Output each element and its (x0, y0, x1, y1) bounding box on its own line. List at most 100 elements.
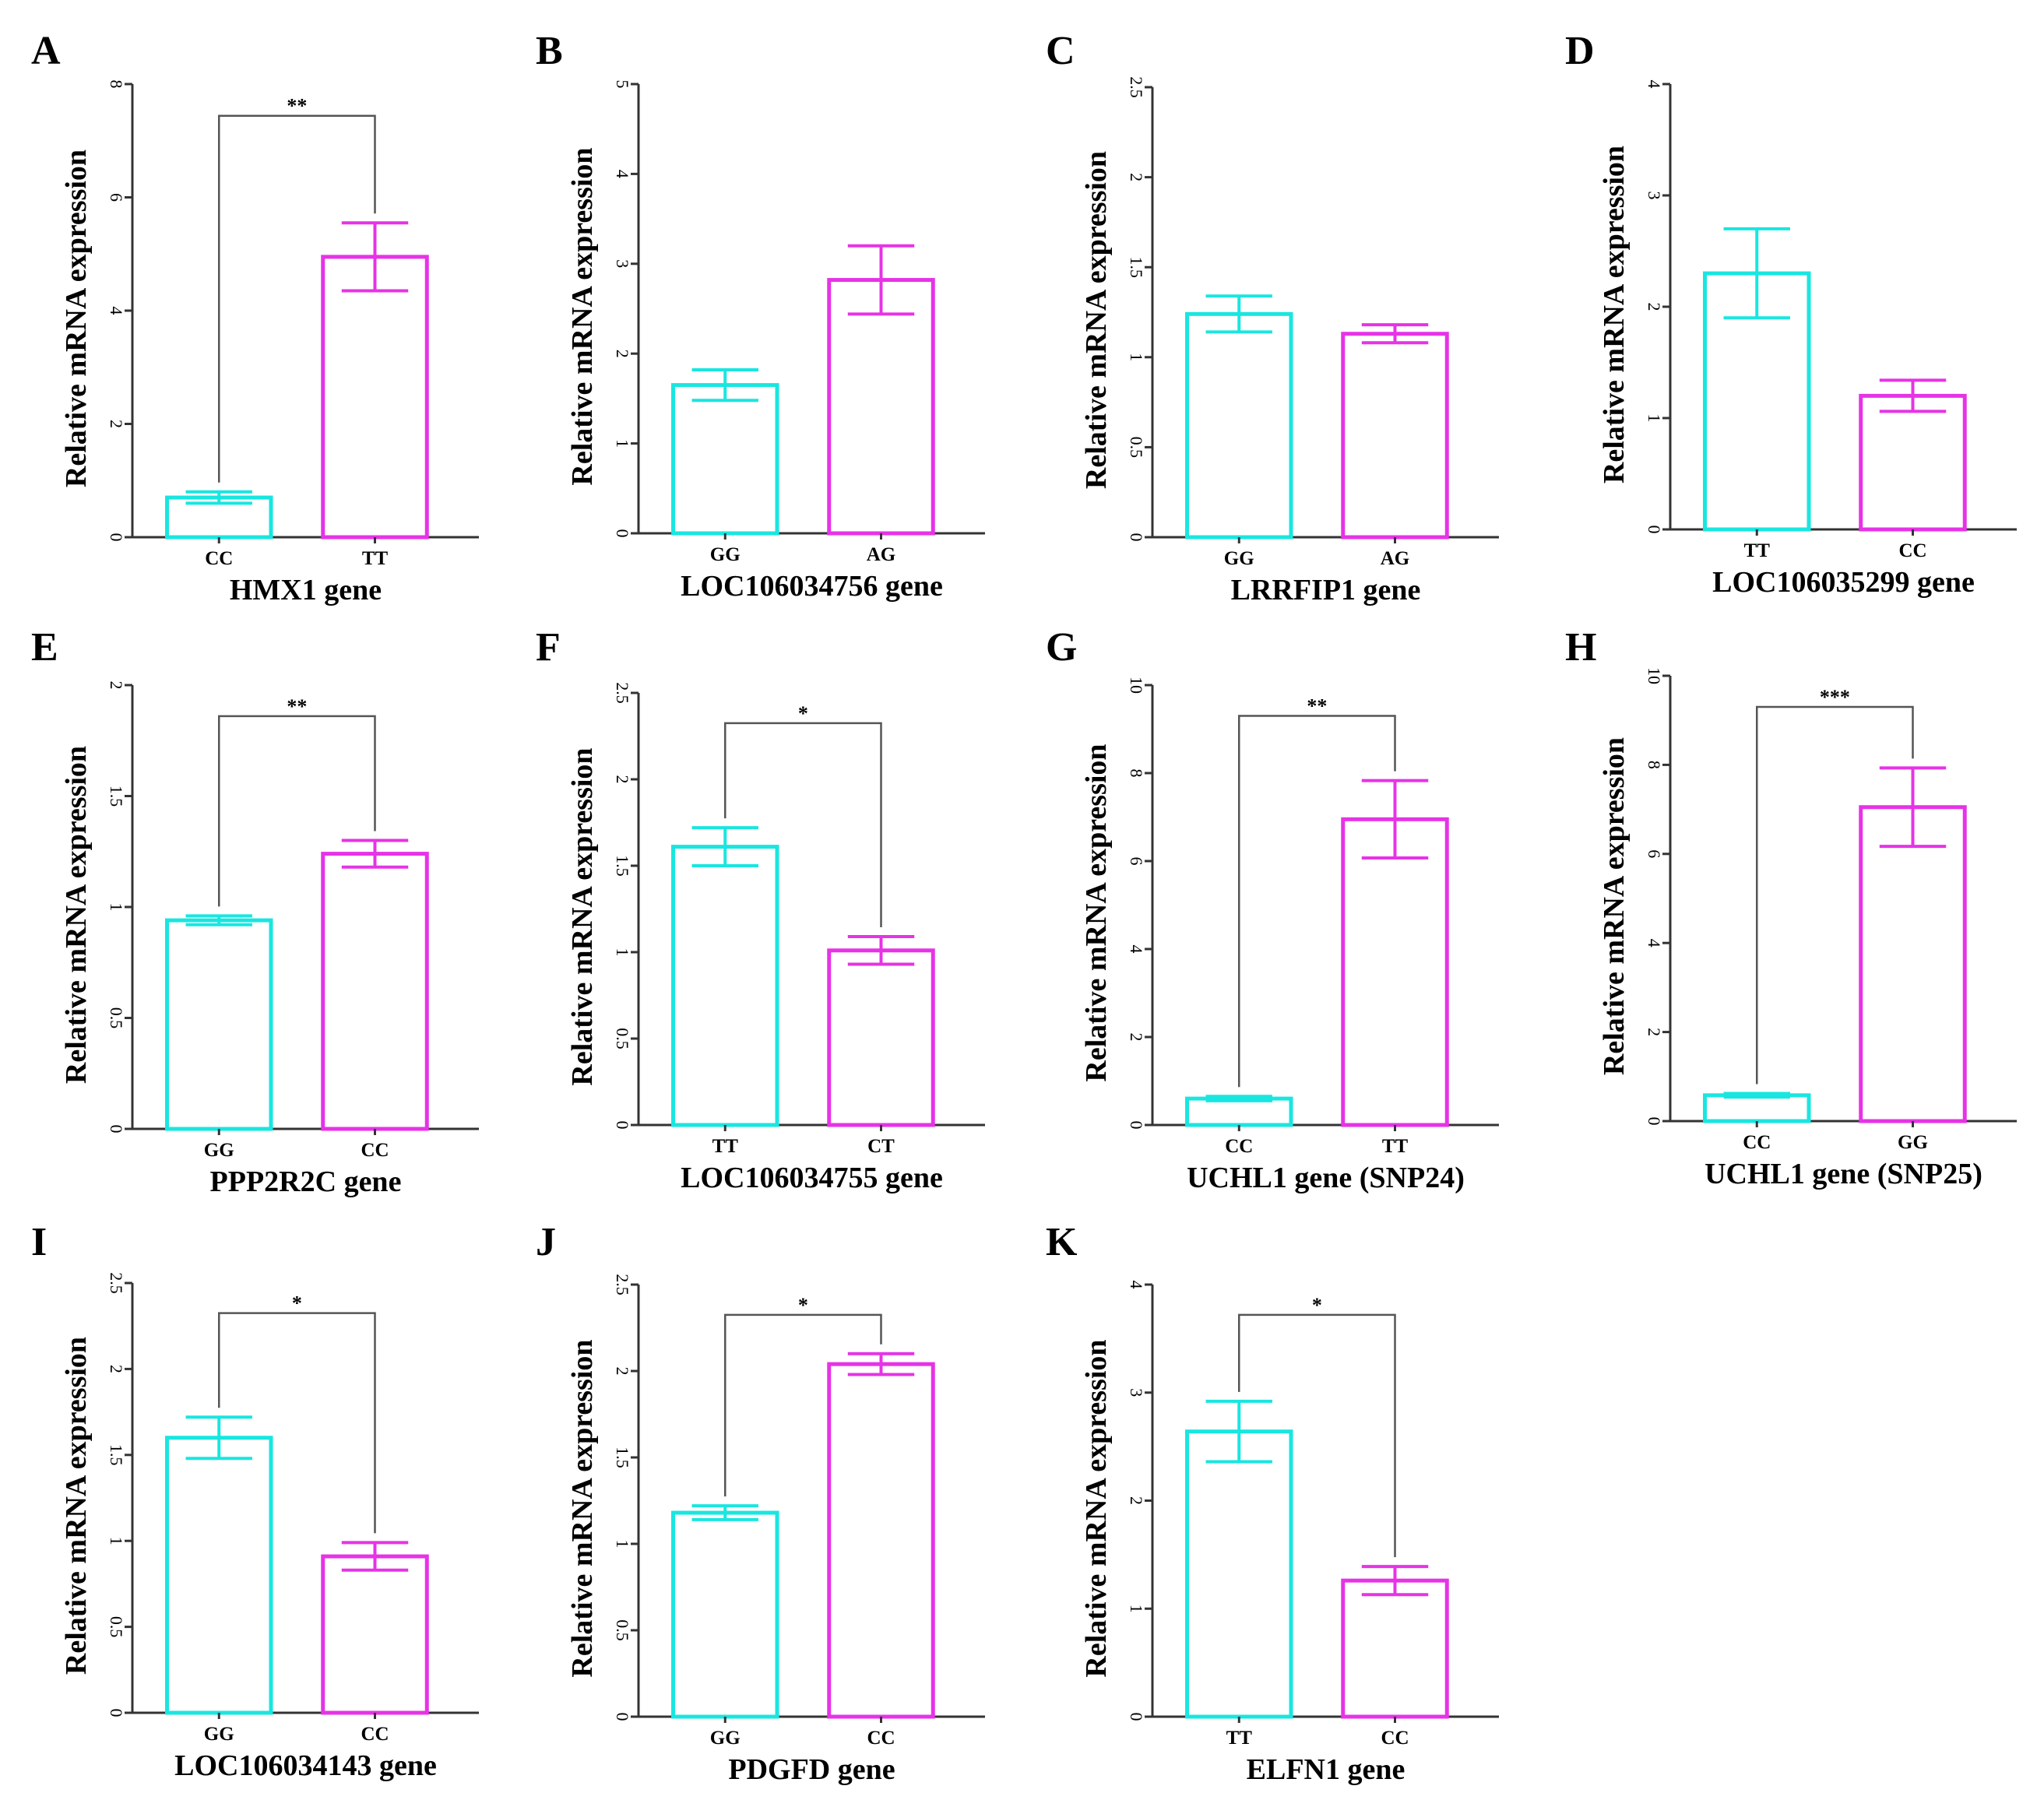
y-tick-label: 8 (1645, 761, 1664, 769)
bar-tt (321, 255, 429, 540)
y-tick-label: 0 (1127, 1121, 1146, 1130)
x-category-label: CC (205, 548, 233, 569)
x-category-label: CC (1225, 1136, 1253, 1157)
y-tick-label: 2 (613, 350, 632, 358)
x-category-label: TT (362, 548, 389, 569)
bar-gg (1185, 311, 1293, 540)
y-tick-label: 0 (1645, 526, 1664, 534)
bar-ag (1341, 332, 1449, 540)
y-tick-label: 0.5 (1127, 437, 1146, 459)
x-category-label: GG (1898, 1132, 1928, 1153)
significance-bracket (724, 722, 882, 928)
x-axis-label: PPP2R2C gene (210, 1165, 402, 1198)
chart-panel-h: H 0 2 4 6 8 10 Relative mRNA expression CC GG UCHL… (1565, 625, 2017, 1190)
bar-ag (827, 278, 935, 536)
y-axis-label: Relative mRNA expression (1598, 737, 1631, 1075)
y-axis-label: Relative mRNA expression (60, 746, 93, 1084)
y-tick-label: 1 (1127, 353, 1146, 361)
significance-label: * (798, 1294, 808, 1317)
x-axis-label: HMX1 gene (230, 574, 382, 606)
x-axis-label: ELFN1 gene (1247, 1753, 1405, 1786)
y-tick-label: 5 (613, 80, 632, 89)
x-axis-label: LOC106034143 gene (174, 1749, 437, 1782)
y-tick-label: 1 (107, 903, 126, 912)
y-tick-label: 1 (613, 439, 632, 448)
y-tick-label: 2.5 (107, 1272, 126, 1294)
y-axis-label: Relative mRNA expression (566, 1339, 599, 1677)
x-category-label: CC (1898, 540, 1926, 561)
significance-label: ** (1307, 695, 1327, 718)
y-tick-label: 2 (1645, 1028, 1664, 1036)
panel-letter: K (1046, 1220, 1078, 1264)
chart-panel-g: G 0 2 4 6 8 10 Relative mRNA expression CC TT UCHL… (1046, 625, 1499, 1194)
significance-label: * (292, 1292, 302, 1315)
panel-letter: J (536, 1220, 556, 1264)
y-tick-label: 2 (613, 775, 632, 784)
y-tick-label: 0 (1127, 533, 1146, 542)
y-axis-label: Relative mRNA expression (1598, 146, 1631, 483)
bar-ct (827, 948, 935, 1127)
y-tick-label: 0 (613, 1713, 632, 1721)
y-tick-label: 2 (107, 1365, 126, 1373)
x-category-label: TT (1382, 1136, 1409, 1157)
y-tick-label: 0 (1645, 1117, 1664, 1126)
y-tick-label: 6 (1127, 857, 1146, 866)
panel-letter: I (31, 1220, 47, 1264)
significance-bracket (218, 715, 376, 907)
y-tick-label: 0.5 (107, 1616, 126, 1638)
x-category-label: GG (710, 544, 741, 565)
y-tick-label: 1.5 (107, 786, 126, 807)
y-tick-label: 0 (107, 1125, 126, 1134)
x-axis-label: PDGFD gene (728, 1753, 895, 1786)
x-axis-label: LOC106035299 gene (1712, 566, 1975, 599)
x-category-label: TT (1744, 540, 1771, 561)
y-tick-label: 10 (1645, 667, 1664, 684)
y-tick-label: 2 (107, 420, 126, 428)
y-tick-label: 8 (107, 80, 126, 89)
x-category-label: GG (1224, 548, 1254, 569)
significance-bracket (1238, 715, 1396, 1088)
chart-panel-c: C 0 0.5 1 1.5 2 2.5 Relative mRNA expression GG A… (1046, 29, 1499, 606)
x-category-label: GG (710, 1728, 741, 1749)
chart-panel-k: K 0 1 2 3 4 Relative mRNA expression TT CC ELFN1 … (1046, 1220, 1499, 1786)
bar-cc (1859, 393, 1967, 532)
y-axis-label: Relative mRNA expression (1080, 151, 1113, 489)
panel-letter: E (31, 625, 58, 670)
y-tick-label: 0 (107, 533, 126, 542)
x-category-label: CC (867, 1728, 895, 1749)
y-tick-label: 1.5 (107, 1444, 126, 1466)
y-tick-label: 0 (613, 529, 632, 538)
bar-gg (165, 1436, 273, 1715)
x-axis-label: LOC106034755 gene (681, 1162, 943, 1194)
y-tick-label: 0 (107, 1709, 126, 1717)
y-tick-label: 0 (613, 1121, 632, 1130)
panel-letter: F (536, 625, 561, 670)
bar-tt (1341, 817, 1449, 1127)
y-tick-label: 0.5 (613, 1028, 632, 1049)
y-axis-label: Relative mRNA expression (566, 747, 599, 1085)
x-category-label: TT (712, 1136, 739, 1157)
y-tick-label: 4 (1127, 1281, 1146, 1289)
y-tick-label: 2.5 (613, 682, 632, 704)
y-tick-label: 8 (1127, 769, 1146, 778)
y-tick-label: 2.5 (1127, 76, 1146, 98)
significance-bracket (218, 1312, 376, 1534)
y-tick-label: 4 (1645, 939, 1664, 947)
y-axis-label: Relative mRNA expression (1080, 1339, 1113, 1677)
x-category-label: GG (204, 1140, 234, 1161)
x-category-label: GG (204, 1724, 234, 1745)
bar-tt (671, 845, 779, 1127)
significance-bracket (724, 1313, 882, 1497)
y-tick-label: 4 (1645, 80, 1664, 89)
y-tick-label: 1 (613, 1540, 632, 1549)
y-tick-label: 6 (1645, 849, 1664, 858)
bar-gg (671, 383, 779, 536)
bar-cc (321, 852, 429, 1131)
x-category-label: AG (1381, 548, 1410, 569)
x-axis-label: LOC106034756 gene (681, 570, 943, 603)
bar-cc (1703, 1093, 1811, 1123)
y-tick-label: 2 (1645, 303, 1664, 311)
bar-cc (827, 1362, 935, 1719)
bar-tt (1185, 1429, 1293, 1719)
